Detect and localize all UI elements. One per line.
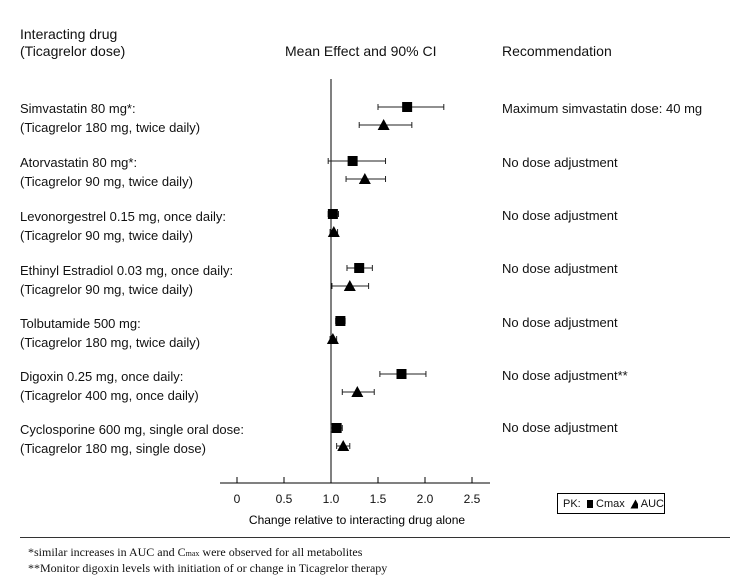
recommendation-text: Maximum simvastatin dose: 40 mg <box>502 101 703 116</box>
footnote-1-subscript: max <box>185 549 200 558</box>
effect-column-header: Mean Effect and 90% CI <box>285 43 437 59</box>
auc-point <box>343 280 356 291</box>
cmax-point <box>347 156 358 166</box>
drug-row: Digoxin 0.25 mg, once daily: (Ticagrelor… <box>20 367 199 405</box>
cmax-point <box>402 102 413 112</box>
ticagrelor-dose: (Ticagrelor 400 mg, once daily) <box>20 388 199 403</box>
auc-point <box>326 333 339 344</box>
drug-name: Tolbutamide 500 mg: <box>20 316 141 331</box>
x-axis-label: Change relative to interacting drug alon… <box>249 513 465 527</box>
square-marker-icon <box>586 499 594 508</box>
auc-point <box>351 386 364 397</box>
x-tick-label: 0.5 <box>276 492 293 506</box>
x-tick-label: 2.0 <box>417 492 434 506</box>
drug-name: Atorvastatin 80 mg*: <box>20 155 138 170</box>
recommendation-text: No dose adjustment <box>502 315 618 330</box>
x-tick-label: 0 <box>234 492 241 506</box>
recommendation-column-header: Recommendation <box>502 43 612 59</box>
legend-auc: AUC <box>640 497 664 510</box>
auc-point <box>327 226 340 237</box>
drug-row: Levonorgestrel 0.15 mg, once daily: (Tic… <box>20 207 226 245</box>
drug-name: Simvastatin 80 mg*: <box>20 101 136 116</box>
drug-row: Tolbutamide 500 mg: (Ticagrelor 180 mg, … <box>20 314 200 352</box>
legend-cmax: Cmax <box>596 497 625 510</box>
cmax-point <box>335 316 346 326</box>
recommendation-text: No dose adjustment <box>502 155 618 170</box>
drug-header-line1: Interacting drug <box>20 26 118 42</box>
recommendation-text: No dose adjustment <box>502 261 618 276</box>
drug-name: Cyclosporine 600 mg, single oral dose: <box>20 422 245 437</box>
auc-point <box>377 119 390 130</box>
ticagrelor-dose: (Ticagrelor 180 mg, twice daily) <box>20 335 201 350</box>
drug-name: Digoxin 0.25 mg, once daily: <box>20 369 184 384</box>
ticagrelor-dose: (Ticagrelor 180 mg, twice daily) <box>20 120 201 135</box>
drug-name: Levonorgestrel 0.15 mg, once daily: <box>20 209 226 224</box>
drug-column-header: Interacting drug (Ticagrelor dose) <box>20 26 125 60</box>
auc-point <box>358 173 371 184</box>
footnote-2: **Monitor digoxin levels with initiation… <box>28 561 388 575</box>
footnote-1: *similar increases in AUC and Cmax were … <box>28 545 362 561</box>
footnote-1-text-end: were observed for all metabolites <box>199 545 363 559</box>
ticagrelor-dose: (Ticagrelor 180 mg, single dose) <box>20 441 206 456</box>
cmax-point <box>331 423 342 433</box>
legend: PK: Cmax AUC <box>557 493 665 514</box>
x-tick-label: 1.5 <box>370 492 387 506</box>
recommendation-text: No dose adjustment <box>502 208 618 223</box>
legend-prefix: PK: <box>563 497 581 510</box>
cmax-point <box>327 209 338 219</box>
triangle-marker-icon <box>630 499 638 508</box>
drug-row: Atorvastatin 80 mg*: (Ticagrelor 90 mg, … <box>20 153 193 191</box>
recommendation-text: No dose adjustment <box>502 420 618 435</box>
x-tick-label: 1.0 <box>323 492 340 506</box>
cmax-point <box>354 263 365 273</box>
drug-row: Cyclosporine 600 mg, single oral dose: (… <box>20 420 244 458</box>
recommendation-text: No dose adjustment** <box>502 368 628 383</box>
x-tick-label: 2.5 <box>464 492 481 506</box>
ticagrelor-dose: (Ticagrelor 90 mg, twice daily) <box>20 174 193 189</box>
drug-row: Simvastatin 80 mg*: (Ticagrelor 180 mg, … <box>20 99 200 137</box>
cmax-point <box>396 369 407 379</box>
footnote-1-text: *similar increases in AUC and C <box>28 545 186 559</box>
ticagrelor-dose: (Ticagrelor 90 mg, twice daily) <box>20 228 193 243</box>
drug-name: Ethinyl Estradiol 0.03 mg, once daily: <box>20 263 234 278</box>
drug-header-line2: (Ticagrelor dose) <box>20 43 126 59</box>
footnote-divider <box>20 537 730 538</box>
ticagrelor-dose: (Ticagrelor 90 mg, twice daily) <box>20 282 193 297</box>
auc-point <box>337 440 350 451</box>
drug-row: Ethinyl Estradiol 0.03 mg, once daily: (… <box>20 261 233 299</box>
